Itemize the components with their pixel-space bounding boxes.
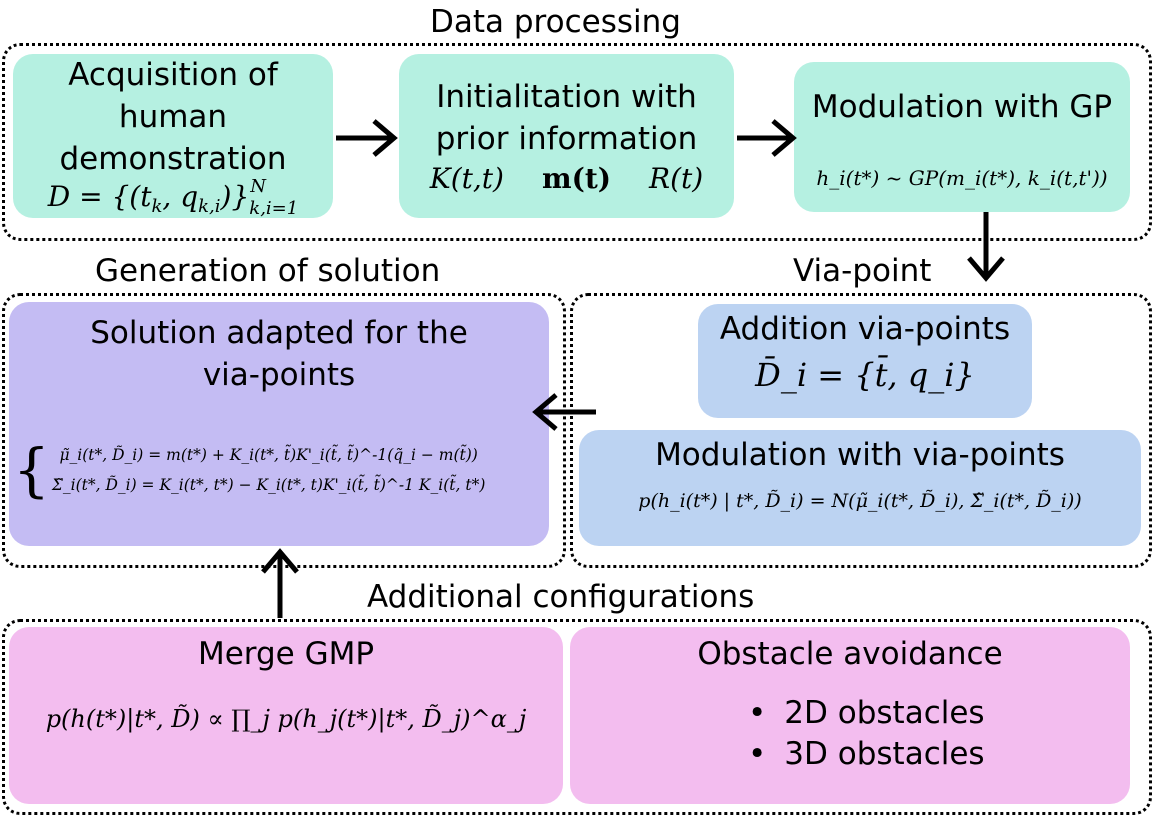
initialization-title: Initialitation with prior information — [435, 79, 698, 157]
solution-formulas: { μ̃_i(t*, D̃_i) = m(t*) + K_i(t*, t̃)K'… — [13, 440, 485, 500]
solution-box: Solution adapted for the via-points { μ̃… — [9, 302, 549, 546]
modulation-via-formula: p(h_i(t*) | t*, D̃_i) = N(μ̃_i(t*, D̃_i)… — [638, 490, 1082, 512]
addition-via-title: Addition via-points — [719, 311, 1011, 347]
obstacle-box: Obstacle avoidance 2D obstacles 3D obsta… — [570, 627, 1130, 804]
addition-via-formula: D̄_i = {t̄, q_i} — [755, 356, 975, 394]
list-item: 2D obstacles — [748, 693, 984, 734]
acquisition-box: Acquisition of human demonstration D = {… — [13, 54, 333, 218]
modulation-gp-title: Modulation with GP — [811, 89, 1113, 125]
generation-group — [2, 293, 566, 568]
arrow-init-to-gp — [737, 119, 797, 157]
arrow-additional-to-solution — [261, 548, 299, 618]
additional-group — [2, 619, 1152, 815]
data-processing-group — [2, 43, 1152, 241]
modulation-gp-formula: h_i(t*) ~ GP(m_i(t*), k_i(t,t')) — [816, 166, 1108, 190]
modulation-via-title: Modulation with via-points — [655, 437, 1065, 473]
arrow-gp-to-via — [967, 212, 1005, 282]
solution-title: Solution adapted for the via-points — [90, 315, 468, 393]
acquisition-formula: D = {(tk, qk,i)}k,i=1N — [13, 176, 333, 218]
via-point-group — [570, 293, 1152, 568]
via-point-title: Via-point — [793, 253, 932, 289]
obstacle-list: 2D obstacles 3D obstacles — [748, 693, 984, 775]
merge-gmp-formula: p(h(t*)|t*, D̃) ∝ ∏_j p(h_j(t*)|t*, D̃_j… — [45, 705, 527, 733]
solution-mu-formula: μ̃_i(t*, D̃_i) = m(t*) + K_i(t*, t̃)K'_i… — [59, 446, 478, 464]
acquisition-title: Acquisition of human demonstration — [59, 57, 287, 177]
solution-sigma-formula: Σ̃_i(t*, D̃_i) = K_i(t*, t*) − K_i(t*, t… — [51, 476, 486, 494]
svg-text:D = {(tk, qk,i)}k,i=1N: D = {(tk, qk,i)}k,i=1N — [47, 176, 298, 218]
addition-via-box: Addition via-points D̄_i = {t̄, q_i} — [698, 304, 1032, 418]
mean-term: m(t) — [541, 162, 612, 195]
arrow-acquisition-to-init — [336, 119, 398, 157]
merge-gmp-title: Merge GMP — [197, 636, 375, 672]
initialization-terms: K(t,t) m(t) R(t) — [399, 162, 734, 195]
list-item: 3D obstacles — [748, 734, 984, 775]
merge-gmp-box: Merge GMP p(h(t*)|t*, D̃) ∝ ∏_j p(h_j(t*… — [9, 627, 563, 804]
data-processing-title: Data processing — [430, 4, 681, 40]
modulation-via-box: Modulation with via-points p(h_i(t*) | t… — [579, 430, 1141, 546]
r-term: R(t) — [649, 162, 704, 195]
arrow-via-to-solution — [532, 393, 596, 431]
additional-title: Additional configurations — [367, 579, 755, 615]
obstacle-title: Obstacle avoidance — [697, 636, 1003, 672]
kernel-term: K(t,t) — [429, 162, 504, 195]
initialization-box: Initialitation with prior information K(… — [399, 54, 734, 218]
brace-icon: { — [13, 436, 50, 504]
generation-title: Generation of solution — [95, 253, 441, 289]
modulation-gp-box: Modulation with GP h_i(t*) ~ GP(m_i(t*),… — [794, 62, 1130, 212]
